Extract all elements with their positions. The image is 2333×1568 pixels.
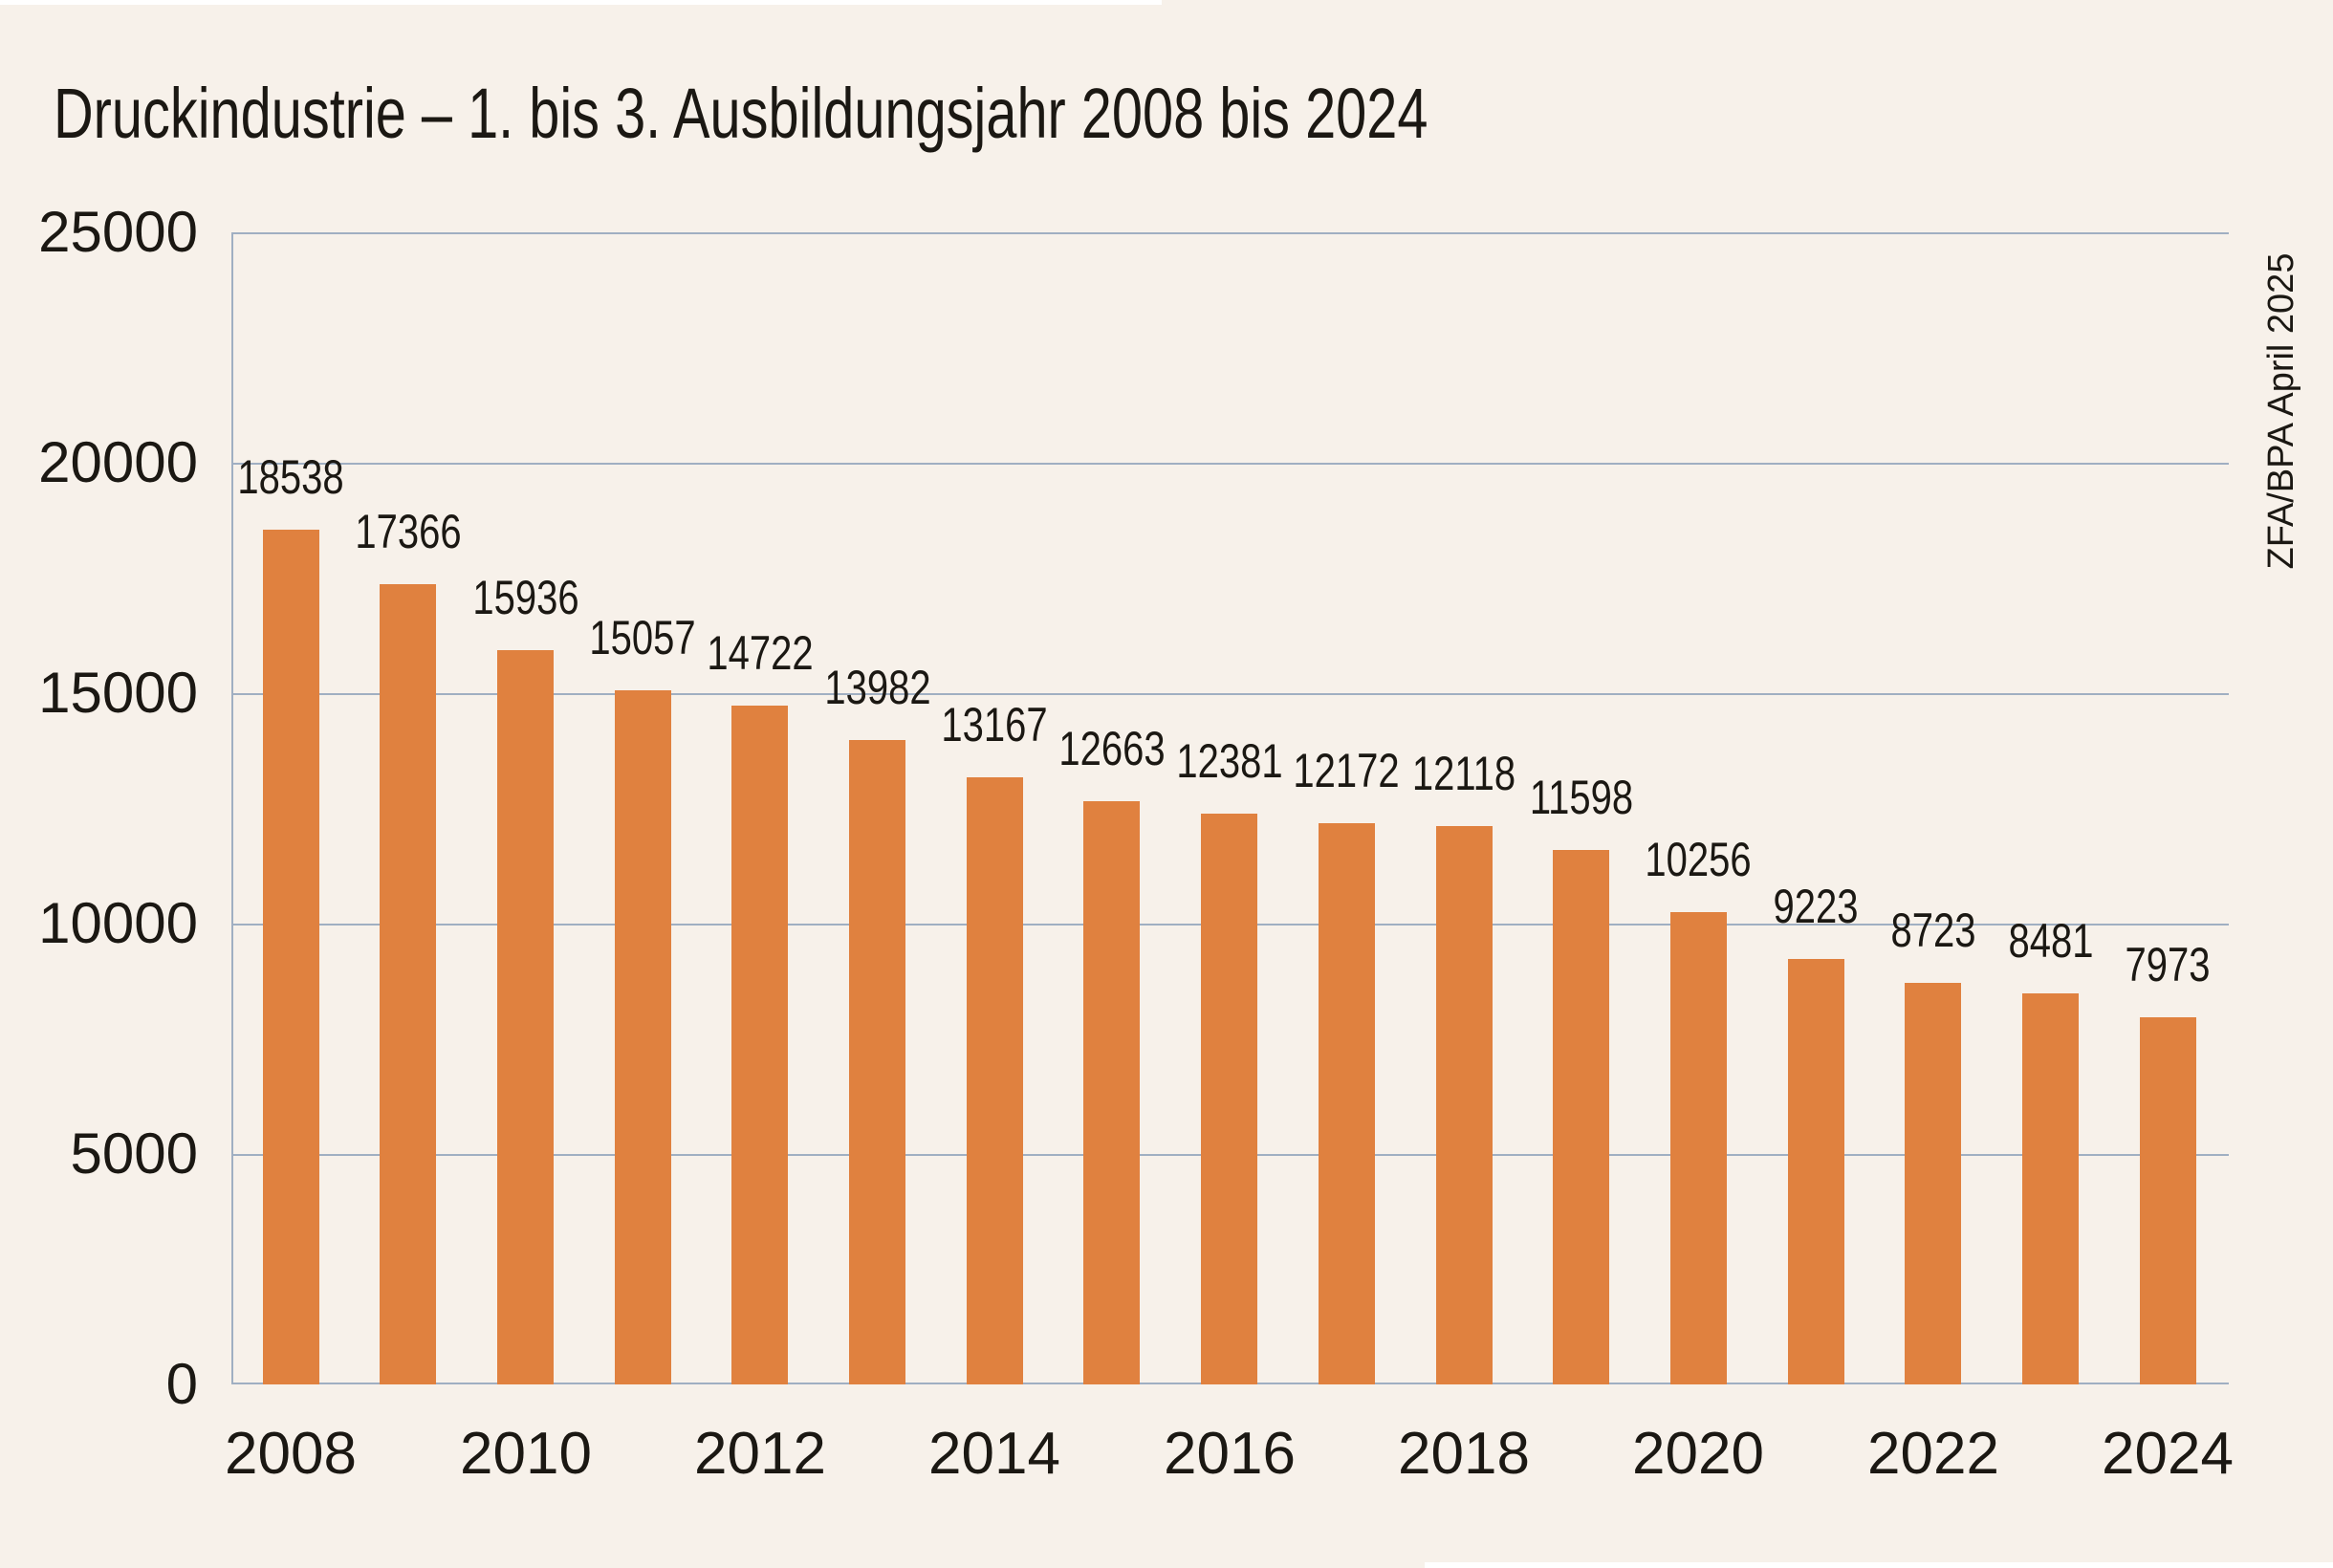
bar-value-label-2024: 7973 xyxy=(2125,938,2211,991)
y-gridline xyxy=(233,463,2229,465)
y-gridline xyxy=(233,693,2229,695)
x-axis-tick-label: 2018 xyxy=(1398,1421,1530,1487)
bar-value-label-2016: 12381 xyxy=(1176,734,1283,788)
bar-2017 xyxy=(1319,823,1375,1384)
bar-value-label-2009: 17366 xyxy=(355,505,462,558)
window-edge-strip-top xyxy=(0,0,1162,5)
x-axis-tick-label: 2022 xyxy=(1867,1421,1999,1487)
plot-area: 18538 17366 15936 15057 14722 13982 13167 12663… xyxy=(231,232,2229,1384)
y-axis-tick-label: 0 xyxy=(165,1352,198,1416)
bar-2020 xyxy=(1670,912,1727,1384)
bar-2019 xyxy=(1553,850,1609,1384)
y-gridline xyxy=(233,232,2229,234)
bar-value-label-2014: 13167 xyxy=(941,698,1048,751)
bar-value-label-2017: 12172 xyxy=(1293,744,1400,797)
x-axis-tick-label: 2020 xyxy=(1632,1421,1764,1487)
bar-2022 xyxy=(1905,983,1961,1384)
x-axis-tick-label: 2024 xyxy=(2102,1421,2234,1487)
bar-value-label-2020: 10256 xyxy=(1645,833,1752,886)
bar-2024 xyxy=(2140,1017,2196,1384)
x-axis-tick-label: 2014 xyxy=(928,1421,1060,1487)
x-axis-tick-label: 2016 xyxy=(1164,1421,1296,1487)
bar-2012 xyxy=(731,706,788,1384)
window-edge-strip-bottom xyxy=(1425,1562,2333,1568)
bar-value-label-2022: 8723 xyxy=(1890,904,1976,957)
bar-value-label-2019: 11598 xyxy=(1529,771,1634,824)
bar-2018 xyxy=(1436,826,1493,1384)
bar-2008 xyxy=(263,530,319,1384)
bar-2014 xyxy=(967,777,1023,1384)
y-axis-tick-label: 5000 xyxy=(70,1122,198,1186)
bar-value-label-2010: 15936 xyxy=(472,571,579,624)
y-axis-tick-label: 25000 xyxy=(38,200,198,264)
bar-value-label-2015: 12663 xyxy=(1058,722,1166,775)
source-note: ZFA/BPA April 2025 xyxy=(2261,252,2301,570)
bar-2023 xyxy=(2022,993,2079,1384)
bar-value-label-2011: 15057 xyxy=(589,611,696,664)
bar-2011 xyxy=(615,690,671,1384)
bar-value-label-2012: 14722 xyxy=(707,626,814,680)
bar-2021 xyxy=(1788,959,1844,1384)
bar-2013 xyxy=(849,740,905,1384)
chart-title: Druckindustrie – 1. bis 3. Ausbildungsja… xyxy=(54,74,1428,153)
y-axis-tick-label: 15000 xyxy=(38,661,198,725)
bar-value-label-2021: 9223 xyxy=(1773,880,1859,933)
bar-value-label-2008: 18538 xyxy=(237,450,344,504)
bar-value-label-2023: 8481 xyxy=(2008,914,2094,968)
bar-2016 xyxy=(1201,814,1257,1384)
bar-2009 xyxy=(380,584,436,1384)
y-axis-tick-label: 20000 xyxy=(38,430,198,494)
x-axis-tick-label: 2010 xyxy=(460,1421,592,1487)
bar-2010 xyxy=(497,650,554,1384)
x-axis-tick-label: 2012 xyxy=(694,1421,826,1487)
y-axis-tick-label: 10000 xyxy=(38,891,198,955)
x-axis-tick-label: 2008 xyxy=(225,1421,357,1487)
bar-value-label-2013: 13982 xyxy=(824,661,931,714)
bar-2015 xyxy=(1083,801,1140,1384)
bar-value-label-2018: 12118 xyxy=(1411,747,1516,800)
